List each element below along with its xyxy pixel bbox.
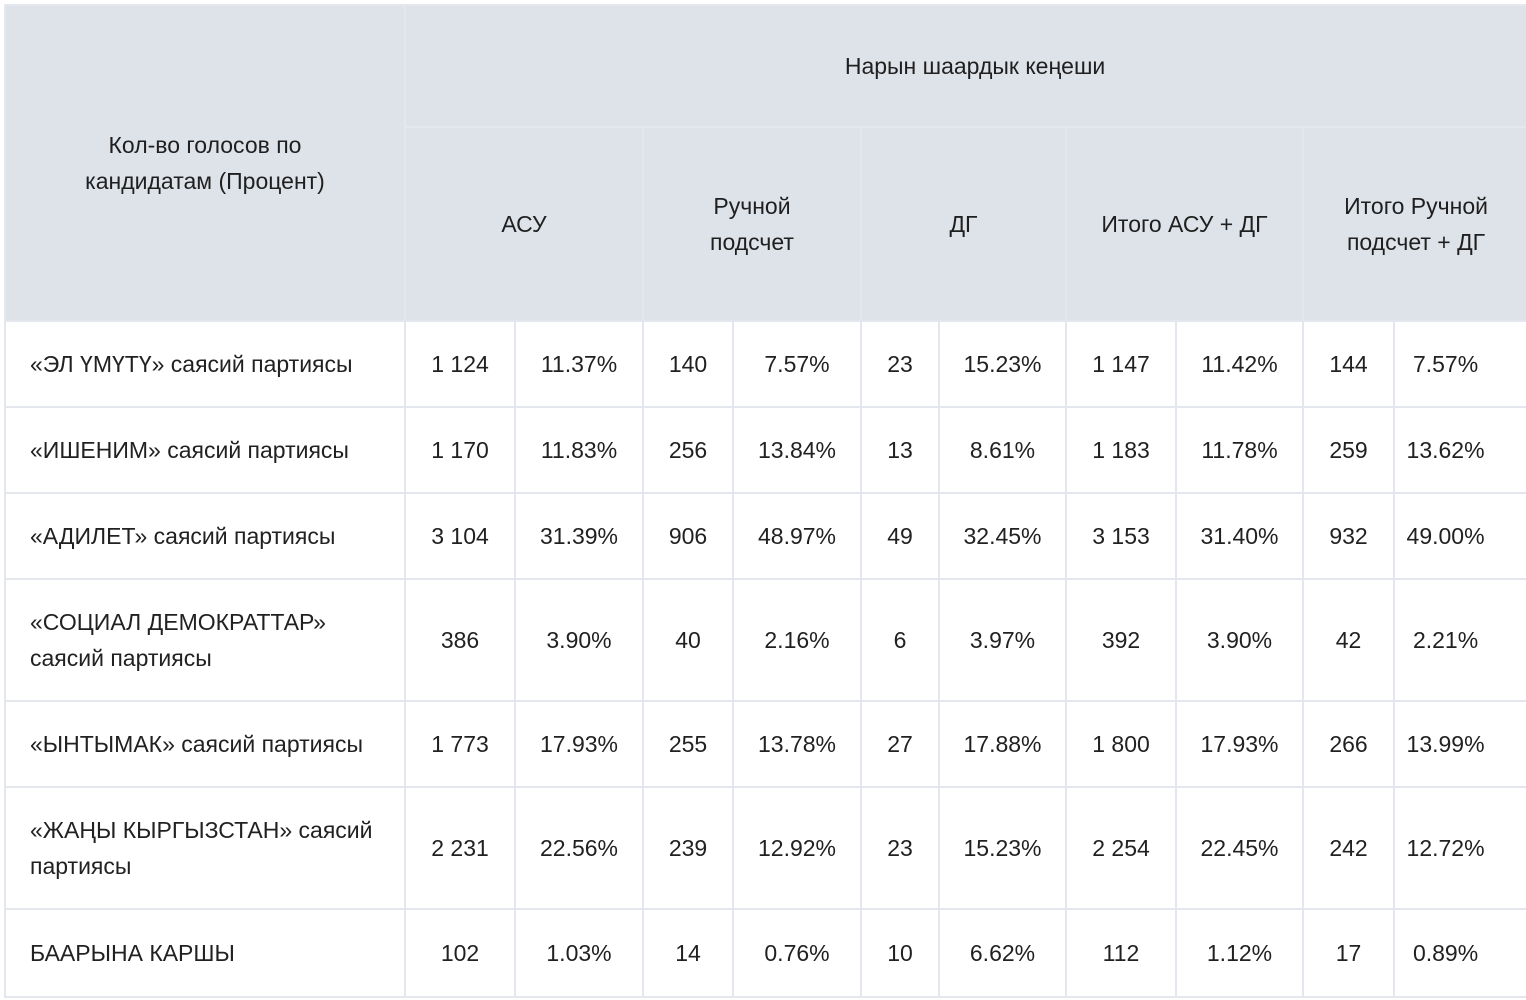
total-asu-dg-percent: 11.78% (1175, 406, 1304, 494)
total-manual-dg-votes: 259 (1302, 406, 1395, 494)
table-header-row: Кол-во голосов по кандидатам (Процент) Н… (4, 4, 1526, 322)
group-header-manual-count: Ручной подсчет (642, 126, 862, 322)
total-asu-dg-percent: 1.12% (1175, 908, 1304, 998)
manual-votes: 14 (642, 908, 734, 998)
total-asu-dg-percent: 17.93% (1175, 700, 1304, 788)
total-asu-dg-votes: 112 (1065, 908, 1177, 998)
candidate-name: «ИШЕНИМ» саясий партиясы (4, 406, 406, 494)
total-manual-dg-percent: 12.72% (1392, 786, 1526, 910)
total-manual-dg-votes: 242 (1302, 786, 1395, 910)
asu-votes: 1 170 (404, 406, 516, 494)
table-row: «ЖАҢЫ КЫРГЫЗСТАН» саясий партиясы 2 231 … (4, 786, 1526, 910)
manual-percent: 13.78% (732, 700, 862, 788)
total-asu-dg-votes: 1 800 (1065, 700, 1177, 788)
manual-votes: 255 (642, 700, 734, 788)
dg-percent: 17.88% (938, 700, 1067, 788)
manual-percent: 0.76% (732, 908, 862, 998)
manual-votes: 239 (642, 786, 734, 910)
asu-votes: 102 (404, 908, 516, 998)
group-header-total-manual-dg: Итого Ручной подсчет + ДГ (1301, 126, 1526, 322)
group-header-dg: ДГ (860, 126, 1067, 322)
candidate-name: «ЫНТЫМАК» саясий партиясы (4, 700, 406, 788)
candidate-name: «АДИЛЕТ» саясий партиясы (4, 492, 406, 580)
dg-votes: 10 (860, 908, 940, 998)
asu-percent: 3.90% (514, 578, 644, 702)
asu-percent: 31.39% (514, 492, 644, 580)
total-asu-dg-votes: 2 254 (1065, 786, 1177, 910)
dg-percent: 6.62% (938, 908, 1067, 998)
manual-votes: 256 (642, 406, 734, 494)
table-row: «АДИЛЕТ» саясий партиясы 3 104 31.39% 90… (4, 492, 1526, 580)
asu-votes: 386 (404, 578, 516, 702)
manual-percent: 48.97% (732, 492, 862, 580)
asu-votes: 1 124 (404, 320, 516, 408)
total-asu-dg-percent: 31.40% (1175, 492, 1304, 580)
total-manual-dg-votes: 42 (1302, 578, 1395, 702)
total-manual-dg-votes: 144 (1302, 320, 1395, 408)
group-header-asu: АСУ (404, 126, 644, 322)
candidate-name: БААРЫНА КАРШЫ (4, 908, 406, 998)
total-manual-dg-votes: 266 (1302, 700, 1395, 788)
table-row: БААРЫНА КАРШЫ 102 1.03% 14 0.76% 10 6.62… (4, 908, 1526, 998)
candidate-name: «ЭЛ ҮМҮТҮ» саясий партиясы (4, 320, 406, 408)
asu-votes: 2 231 (404, 786, 516, 910)
asu-percent: 17.93% (514, 700, 644, 788)
dg-votes: 23 (860, 786, 940, 910)
dg-percent: 15.23% (938, 786, 1067, 910)
asu-votes: 3 104 (404, 492, 516, 580)
manual-votes: 40 (642, 578, 734, 702)
total-manual-dg-percent: 49.00% (1392, 492, 1526, 580)
dg-votes: 27 (860, 700, 940, 788)
results-table: Кол-во голосов по кандидатам (Процент) Н… (4, 4, 1526, 998)
dg-percent: 15.23% (938, 320, 1067, 408)
council-header: Нарын шаардык кеңеши (403, 4, 1526, 128)
total-asu-dg-votes: 1 183 (1065, 406, 1177, 494)
manual-percent: 7.57% (732, 320, 862, 408)
manual-percent: 13.84% (732, 406, 862, 494)
dg-percent: 8.61% (938, 406, 1067, 494)
dg-percent: 32.45% (938, 492, 1067, 580)
total-asu-dg-percent: 11.42% (1175, 320, 1304, 408)
total-manual-dg-percent: 0.89% (1392, 908, 1526, 998)
total-asu-dg-votes: 1 147 (1065, 320, 1177, 408)
total-manual-dg-percent: 2.21% (1392, 578, 1526, 702)
corner-header: Кол-во голосов по кандидатам (Процент) (4, 4, 406, 322)
manual-votes: 140 (642, 320, 734, 408)
dg-votes: 23 (860, 320, 940, 408)
table-row: «ЭЛ ҮМҮТҮ» саясий партиясы 1 124 11.37% … (4, 320, 1526, 408)
dg-votes: 13 (860, 406, 940, 494)
total-manual-dg-percent: 13.99% (1392, 700, 1526, 788)
table-subheader-row: АСУ Ручной подсчет ДГ Итого АСУ + ДГ Ито… (5, 126, 1526, 322)
total-asu-dg-votes: 3 153 (1065, 492, 1177, 580)
total-manual-dg-percent: 7.57% (1392, 320, 1526, 408)
group-header-total-asu-dg: Итого АСУ + ДГ (1065, 126, 1304, 322)
table-row: «ИШЕНИМ» саясий партиясы 1 170 11.83% 25… (4, 406, 1526, 494)
dg-percent: 3.97% (938, 578, 1067, 702)
total-manual-dg-votes: 17 (1302, 908, 1395, 998)
total-manual-dg-votes: 932 (1302, 492, 1395, 580)
asu-percent: 11.83% (514, 406, 644, 494)
manual-percent: 2.16% (732, 578, 862, 702)
table-row: «ЫНТЫМАК» саясий партиясы 1 773 17.93% 2… (4, 700, 1526, 788)
asu-percent: 22.56% (514, 786, 644, 910)
dg-votes: 49 (860, 492, 940, 580)
manual-votes: 906 (642, 492, 734, 580)
asu-percent: 11.37% (514, 320, 644, 408)
total-asu-dg-percent: 3.90% (1175, 578, 1304, 702)
manual-percent: 12.92% (732, 786, 862, 910)
asu-votes: 1 773 (404, 700, 516, 788)
candidate-name: «ЖАҢЫ КЫРГЫЗСТАН» саясий партиясы (4, 786, 406, 910)
asu-percent: 1.03% (514, 908, 644, 998)
total-asu-dg-votes: 392 (1065, 578, 1177, 702)
candidate-name: «СОЦИАЛ ДЕМОКРАТТАР» саясий партиясы (4, 578, 406, 702)
total-asu-dg-percent: 22.45% (1175, 786, 1304, 910)
table-row: «СОЦИАЛ ДЕМОКРАТТАР» саясий партиясы 386… (4, 578, 1526, 702)
total-manual-dg-percent: 13.62% (1392, 406, 1526, 494)
dg-votes: 6 (860, 578, 940, 702)
